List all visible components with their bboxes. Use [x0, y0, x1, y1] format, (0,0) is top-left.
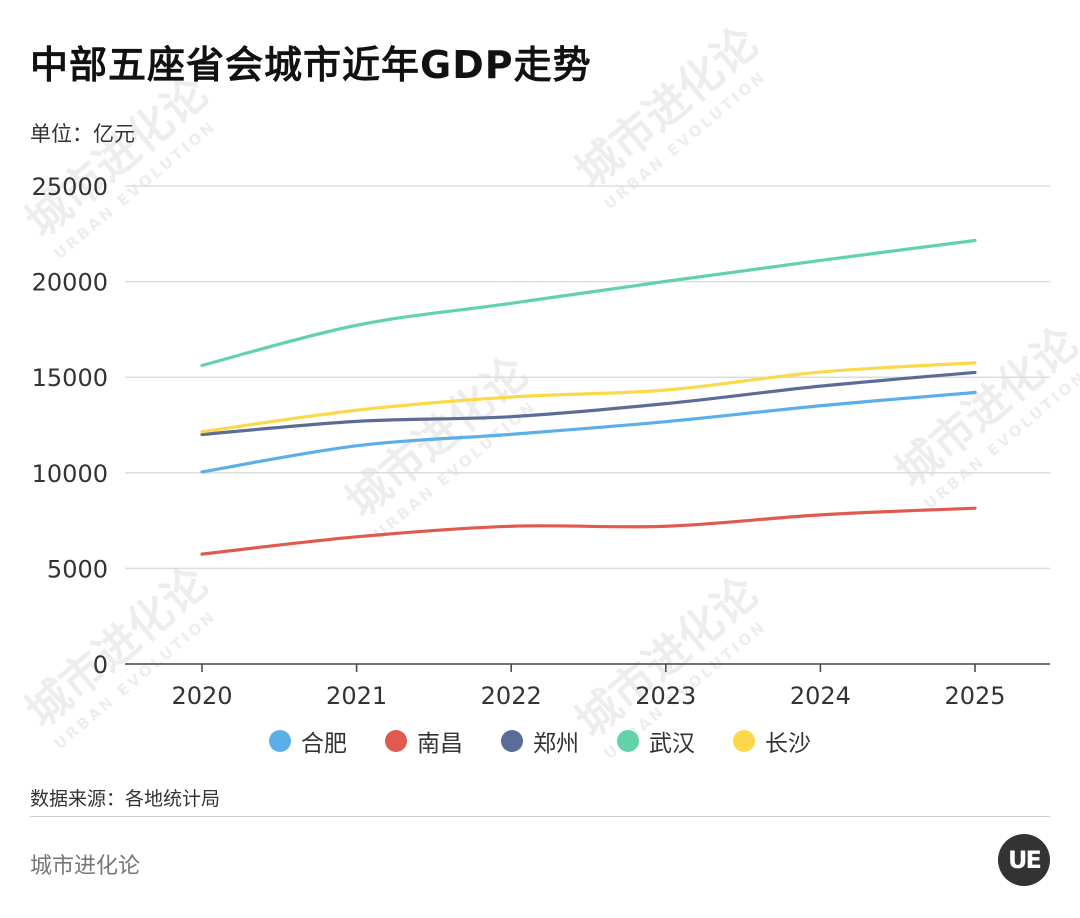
x-tick-label: 2025: [944, 682, 1005, 710]
y-tick-label: 5000: [47, 555, 108, 583]
series-line-武汉: [200, 238, 977, 368]
legend-label: 长沙: [765, 731, 811, 757]
brand-logo: UE: [998, 834, 1050, 886]
footer-divider: [30, 816, 1050, 817]
series-line-郑州: [200, 370, 977, 437]
legend-item: 长沙: [733, 724, 811, 758]
legend-item: 郑州: [501, 724, 579, 758]
x-tick-label: 2021: [326, 682, 387, 710]
legend-label: 武汉: [649, 731, 695, 757]
x-tick-label: 2023: [635, 682, 696, 710]
unit-label: 单位：亿元: [30, 122, 135, 146]
y-tick-label: 15000: [32, 364, 108, 392]
footer-brand: 城市进化论: [30, 854, 141, 879]
legend-label: 郑州: [533, 731, 579, 757]
chart-title: 中部五座省会城市近年GDP走势: [30, 43, 592, 87]
y-tick-label: 25000: [32, 173, 108, 201]
x-tick-label: 2024: [790, 682, 851, 710]
legend-swatch: [733, 730, 755, 752]
x-tick-label: 2020: [171, 682, 232, 710]
legend-swatch: [269, 730, 291, 752]
series-line-南昌: [200, 506, 977, 556]
y-tick-label: 0: [93, 651, 108, 679]
series-line-合肥: [200, 390, 977, 474]
legend-swatch: [501, 730, 523, 752]
y-tick-label: 20000: [32, 269, 108, 297]
legend-swatch: [617, 730, 639, 752]
chart-legend: 合肥 南昌 郑州 武汉 长沙: [0, 724, 1080, 758]
series-line-长沙: [200, 361, 977, 434]
legend-item: 合肥: [269, 724, 347, 758]
legend-item: 武汉: [617, 724, 695, 758]
x-tick-label: 2022: [481, 682, 542, 710]
data-source: 数据来源：各地统计局: [30, 788, 221, 810]
legend-label: 南昌: [417, 731, 463, 757]
legend-swatch: [385, 730, 407, 752]
legend-label: 合肥: [301, 731, 347, 757]
legend-item: 南昌: [385, 724, 463, 758]
y-tick-label: 10000: [32, 460, 108, 488]
